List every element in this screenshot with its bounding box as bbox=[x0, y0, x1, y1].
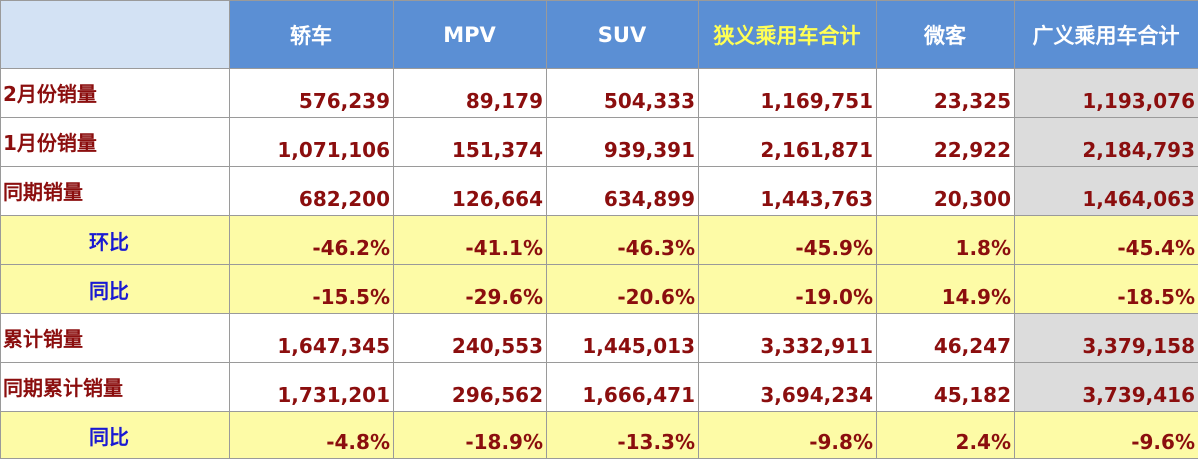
header-mpv: MPV bbox=[393, 0, 547, 69]
table-cell: 20,300 bbox=[876, 166, 1015, 216]
table-cell: -45.9% bbox=[698, 215, 877, 265]
table-cell: 240,553 bbox=[393, 313, 547, 363]
table-cell: -4.8% bbox=[229, 411, 394, 459]
table-cell: -18.5% bbox=[1014, 264, 1198, 314]
table-cell: 1,169,751 bbox=[698, 68, 877, 118]
table-row-cumulative-sales: 累计销量 1,647,345 240,553 1,445,013 3,332,9… bbox=[0, 313, 1198, 363]
row-label: 1月份销量 bbox=[0, 117, 230, 167]
header-broad-passenger-total: 广义乘用车合计 bbox=[1014, 0, 1198, 69]
table-cell: 3,739,416 bbox=[1014, 362, 1198, 412]
table-cell: -9.6% bbox=[1014, 411, 1198, 459]
table-cell: 3,379,158 bbox=[1014, 313, 1198, 363]
header-sedan: 轿车 bbox=[229, 0, 394, 69]
table-cell: 576,239 bbox=[229, 68, 394, 118]
table-cell: 2,161,871 bbox=[698, 117, 877, 167]
table-cell: -18.9% bbox=[393, 411, 547, 459]
table-cell: 1,445,013 bbox=[546, 313, 699, 363]
table-row-cumulative-yoy: 同比 -4.8% -18.9% -13.3% -9.8% 2.4% -9.6% bbox=[0, 411, 1198, 459]
row-label: 同期累计销量 bbox=[0, 362, 230, 412]
row-label: 2月份销量 bbox=[0, 68, 230, 118]
row-label: 环比 bbox=[0, 215, 230, 265]
table-row-same-period-sales: 同期销量 682,200 126,664 634,899 1,443,763 2… bbox=[0, 166, 1198, 216]
table-cell: -29.6% bbox=[393, 264, 547, 314]
table-cell: 126,664 bbox=[393, 166, 547, 216]
table-cell: 2.4% bbox=[876, 411, 1015, 459]
table-cell: -15.5% bbox=[229, 264, 394, 314]
row-label: 同期销量 bbox=[0, 166, 230, 216]
table-cell: 14.9% bbox=[876, 264, 1015, 314]
table-cell: -46.2% bbox=[229, 215, 394, 265]
table-cell: 1,193,076 bbox=[1014, 68, 1198, 118]
table-cell: 3,694,234 bbox=[698, 362, 877, 412]
row-label: 累计销量 bbox=[0, 313, 230, 363]
table-cell: 634,899 bbox=[546, 166, 699, 216]
table-row-same-period-cumulative: 同期累计销量 1,731,201 296,562 1,666,471 3,694… bbox=[0, 362, 1198, 412]
table-cell: 1,464,063 bbox=[1014, 166, 1198, 216]
table-row-yoy: 同比 -15.5% -29.6% -20.6% -19.0% 14.9% -18… bbox=[0, 264, 1198, 314]
table-cell: 1,443,763 bbox=[698, 166, 877, 216]
table-cell: -9.8% bbox=[698, 411, 877, 459]
table-cell: -13.3% bbox=[546, 411, 699, 459]
table-cell: 45,182 bbox=[876, 362, 1015, 412]
table-cell: 151,374 bbox=[393, 117, 547, 167]
table-row-jan-sales: 1月份销量 1,071,106 151,374 939,391 2,161,87… bbox=[0, 117, 1198, 167]
row-label: 同比 bbox=[0, 411, 230, 459]
header-narrow-passenger-total: 狭义乘用车合计 bbox=[698, 0, 877, 69]
table-cell: 22,922 bbox=[876, 117, 1015, 167]
table-cell: 1,071,106 bbox=[229, 117, 394, 167]
table-cell: 1,666,471 bbox=[546, 362, 699, 412]
table-cell: 89,179 bbox=[393, 68, 547, 118]
table-cell: 1.8% bbox=[876, 215, 1015, 265]
table-cell: 504,333 bbox=[546, 68, 699, 118]
table-cell: 46,247 bbox=[876, 313, 1015, 363]
table-cell: 3,332,911 bbox=[698, 313, 877, 363]
table-cell: 682,200 bbox=[229, 166, 394, 216]
table-cell: -20.6% bbox=[546, 264, 699, 314]
table-cell: -46.3% bbox=[546, 215, 699, 265]
table-row-mom: 环比 -46.2% -41.1% -46.3% -45.9% 1.8% -45.… bbox=[0, 215, 1198, 265]
table-cell: -45.4% bbox=[1014, 215, 1198, 265]
table-header-row: 轿车 MPV SUV 狭义乘用车合计 微客 广义乘用车合计 bbox=[0, 0, 1198, 69]
header-corner-cell bbox=[0, 0, 230, 69]
header-microvan: 微客 bbox=[876, 0, 1015, 69]
table-cell: 296,562 bbox=[393, 362, 547, 412]
table-cell: 939,391 bbox=[546, 117, 699, 167]
header-suv: SUV bbox=[546, 0, 699, 69]
table-cell: -19.0% bbox=[698, 264, 877, 314]
table-row-feb-sales: 2月份销量 576,239 89,179 504,333 1,169,751 2… bbox=[0, 68, 1198, 118]
table-cell: 2,184,793 bbox=[1014, 117, 1198, 167]
table-cell: -41.1% bbox=[393, 215, 547, 265]
table-cell: 23,325 bbox=[876, 68, 1015, 118]
table-cell: 1,647,345 bbox=[229, 313, 394, 363]
row-label: 同比 bbox=[0, 264, 230, 314]
table-cell: 1,731,201 bbox=[229, 362, 394, 412]
